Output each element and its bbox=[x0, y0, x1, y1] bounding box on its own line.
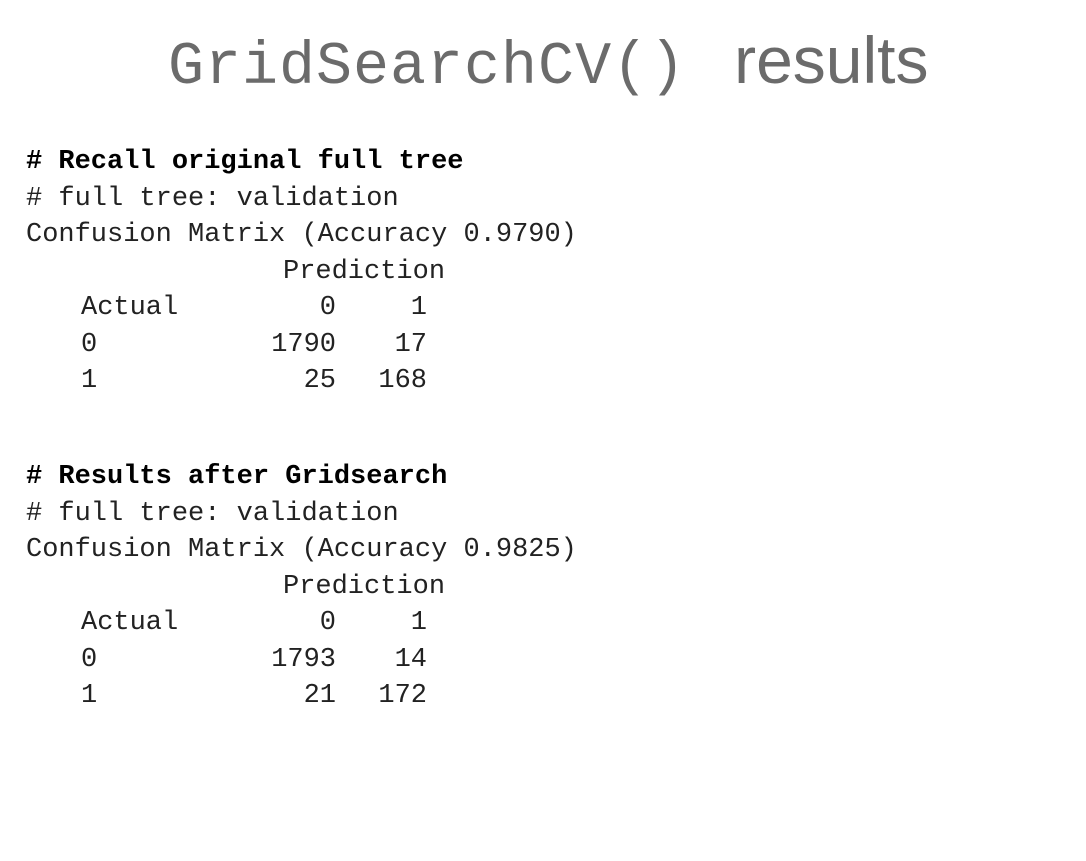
row-label: 1 bbox=[81, 366, 98, 396]
original-tree-output: # Recall original full tree # full tree:… bbox=[26, 144, 726, 400]
column-header: 0 bbox=[319, 608, 336, 638]
matrix-cell: 1790 bbox=[271, 329, 336, 360]
prediction-header-row: Prediction bbox=[26, 569, 726, 606]
section-comment: # full tree: validation bbox=[26, 183, 399, 214]
column-header: 1 bbox=[410, 293, 427, 323]
matrix-cell: 168 bbox=[378, 366, 427, 396]
confusion-matrix-title: Confusion Matrix (Accuracy 0.9790) bbox=[26, 220, 577, 250]
actual-label: Actual bbox=[81, 293, 179, 323]
slide-title-code: GridSearchCV() bbox=[168, 34, 687, 102]
matrix-row: 1 21 172 bbox=[26, 678, 726, 715]
column-header: 0 bbox=[319, 293, 336, 323]
section-heading: # Results after Gridsearch bbox=[26, 462, 448, 492]
matrix-cell: 25 bbox=[303, 366, 336, 396]
column-header: 1 bbox=[410, 608, 427, 638]
column-header-row: Actual 0 1 bbox=[26, 605, 726, 642]
actual-label: Actual bbox=[81, 608, 179, 638]
matrix-cell: 1793 bbox=[271, 644, 336, 675]
slide-title: GridSearchCV() results bbox=[168, 22, 928, 102]
confusion-matrix-title: Confusion Matrix (Accuracy 0.9825) bbox=[26, 535, 577, 565]
row-label: 1 bbox=[81, 681, 98, 711]
row-label: 0 bbox=[81, 329, 98, 360]
slide-title-word: results bbox=[734, 23, 929, 97]
matrix-cell: 14 bbox=[394, 644, 427, 675]
matrix-cell: 17 bbox=[394, 329, 427, 360]
prediction-header-row: Prediction bbox=[26, 254, 726, 291]
gridsearch-output: # Results after Gridsearch # full tree: … bbox=[26, 459, 726, 715]
matrix-row: 0 1790 17 bbox=[26, 327, 726, 364]
section-heading: # Recall original full tree bbox=[26, 147, 464, 177]
matrix-cell: 172 bbox=[378, 681, 427, 711]
prediction-label: Prediction bbox=[283, 256, 446, 287]
matrix-cell: 21 bbox=[303, 681, 336, 711]
column-header-row: Actual 0 1 bbox=[26, 290, 726, 327]
row-label: 0 bbox=[81, 644, 98, 675]
matrix-row: 0 1793 14 bbox=[26, 642, 726, 679]
prediction-label: Prediction bbox=[283, 571, 446, 602]
section-comment: # full tree: validation bbox=[26, 498, 399, 529]
matrix-row: 1 25 168 bbox=[26, 363, 726, 400]
